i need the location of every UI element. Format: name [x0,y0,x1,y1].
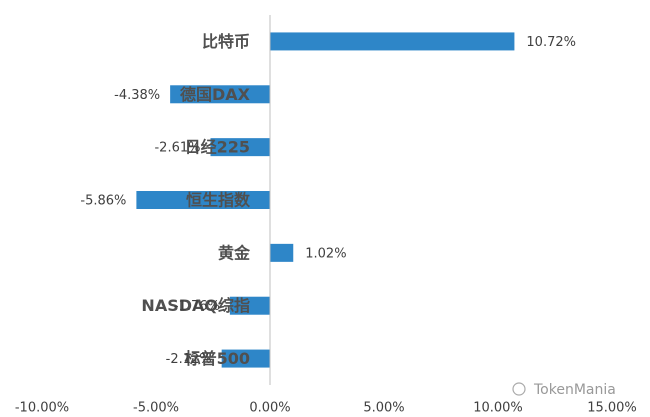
value-label: 1.02% [305,246,346,261]
watermark-icon [512,382,526,396]
x-tick-label: 10.00% [473,401,523,416]
bar [229,296,270,315]
category-label: 德国DAX [180,85,251,104]
x-tick-label: -5.00% [133,401,179,416]
bar [270,32,515,51]
x-tick-label: 15.00% [587,401,637,416]
category-label: 恒生指数 [186,191,251,210]
x-tick-label: 5.00% [363,401,404,416]
value-label: 10.72% [526,35,576,50]
x-tick-label: -10.00% [15,401,69,416]
bar [221,349,270,368]
watermark: TokenMania [533,382,616,398]
category-label: 标普500 [184,349,250,368]
category-label: 比特币 [202,32,250,51]
bar [270,243,294,262]
category-label: 黄金 [218,243,251,262]
value-label: -1.76% [174,299,220,314]
value-label: -2.12% [166,352,212,367]
value-label: -2.61% [154,141,200,156]
value-label: -5.86% [80,194,126,209]
bar [136,191,270,209]
watermark-group: TokenMania [512,382,616,398]
category-label: NASDAQ综指 [141,296,250,315]
category-label: 日经225 [185,138,250,157]
x-tick-label: 0.00% [249,401,290,416]
bar [170,85,270,104]
value-label: -4.38% [114,88,160,103]
bar [210,138,270,157]
